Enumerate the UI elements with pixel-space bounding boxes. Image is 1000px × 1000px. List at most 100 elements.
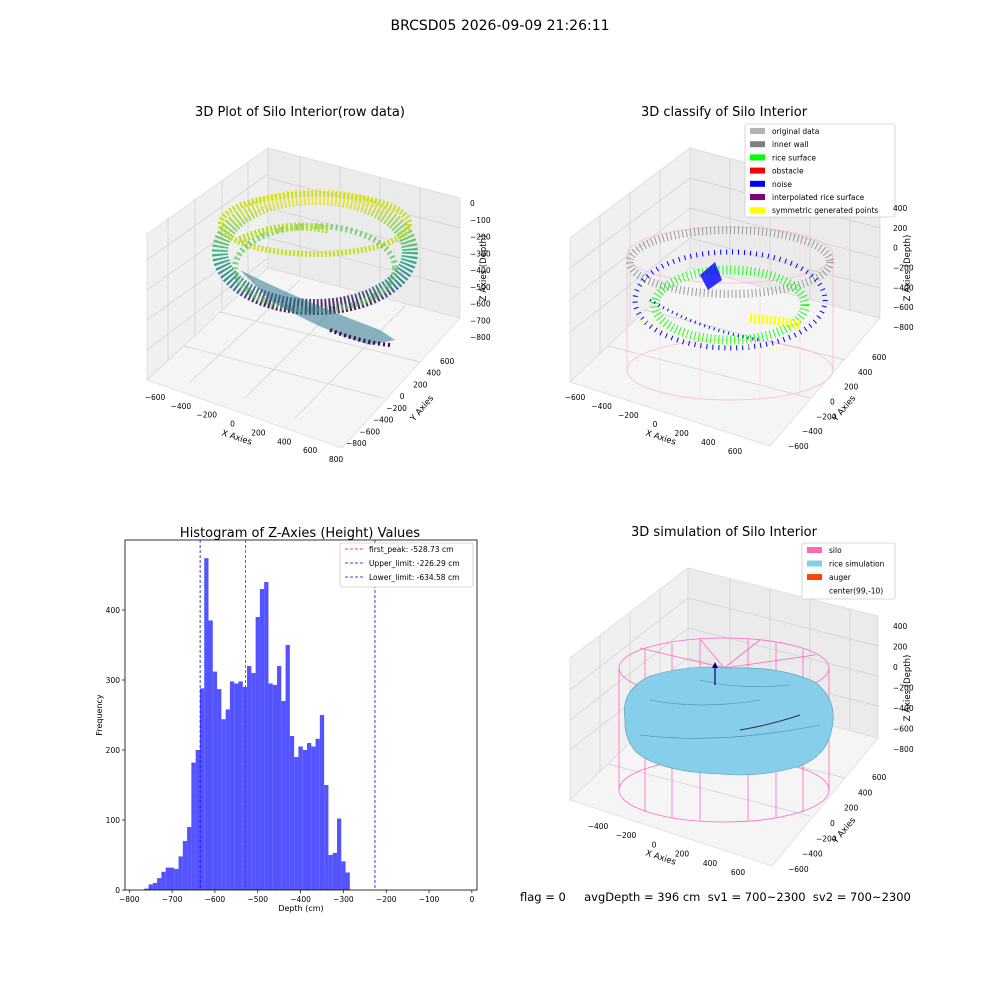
legend-swatch xyxy=(750,207,765,214)
z-tick-label: 0 xyxy=(470,199,475,208)
y-tick-label: −600 xyxy=(359,427,380,436)
z-tick-label: 400 xyxy=(893,622,908,631)
legend-label: first_peak: -528.73 cm xyxy=(369,545,453,554)
legend-label: Lower_limit: -634.58 cm xyxy=(369,573,459,582)
x-tick-label: −700 xyxy=(162,895,183,904)
raw-point-cloud xyxy=(212,189,418,347)
x-tick-label: −200 xyxy=(376,895,397,904)
simulation-3d-panel: 3D simulation of Silo Interior xyxy=(569,525,914,877)
histogram-bar xyxy=(217,689,222,890)
histogram-bar xyxy=(199,688,205,890)
legend-label: noise xyxy=(772,180,792,189)
x-tick-label: −200 xyxy=(616,831,637,840)
simulation-zlabel: Z Axies (Depth) xyxy=(903,655,913,722)
histogram-bar xyxy=(311,746,316,890)
legend-label: rice simulation xyxy=(829,560,885,569)
histogram-y-ticks: 0 100 200 300 400 xyxy=(106,606,125,895)
histogram-bar xyxy=(294,757,299,890)
simulation-panel-title: 3D simulation of Silo Interior xyxy=(631,525,818,540)
x-tick-label: 200 xyxy=(251,428,266,437)
legend-label: interpolated rice surface xyxy=(772,193,865,202)
legend-swatch xyxy=(750,154,765,161)
raw-xlabel: X Axies xyxy=(220,428,253,447)
y-tick-label: 100 xyxy=(106,816,121,825)
y-tick-label: 600 xyxy=(872,353,887,362)
y-tick-label: −400 xyxy=(802,850,823,859)
histogram-reference-lines xyxy=(199,540,376,890)
histogram-bar xyxy=(319,715,325,890)
classify-legend: original data inner wall rice surface obsta… xyxy=(744,123,896,218)
y-tick-label: −200 xyxy=(386,404,407,413)
z-tick-label: −400 xyxy=(470,266,491,275)
y-tick-label: 0 xyxy=(115,886,120,895)
z-tick-label: −600 xyxy=(893,725,914,734)
simulation-legend: silo rice simulation auger center(99,-10) xyxy=(801,542,896,600)
classify-zlabel: Z Axies (Depth) xyxy=(903,235,913,302)
legend-label: symmetric generated points xyxy=(772,206,878,215)
histogram-bar xyxy=(234,683,239,890)
x-tick-label: −300 xyxy=(333,895,354,904)
histogram-bar xyxy=(225,709,230,890)
histogram-bar xyxy=(242,687,248,890)
z-tick-label: −600 xyxy=(470,300,491,309)
histogram-bar xyxy=(336,818,342,890)
legend-swatch xyxy=(750,180,765,187)
x-tick-label: 0 xyxy=(652,840,657,849)
y-tick-label: −800 xyxy=(346,439,367,448)
legend-label: silo xyxy=(829,546,842,555)
z-tick-label: −600 xyxy=(893,303,914,312)
classify-point-cloud xyxy=(626,226,834,401)
histogram-bar xyxy=(212,671,218,890)
legend-swatch xyxy=(750,167,765,174)
histogram-bar xyxy=(281,701,286,890)
histogram-bar xyxy=(229,681,235,890)
x-tick-label: −500 xyxy=(247,895,268,904)
histogram-ylabel: Frequency xyxy=(95,694,104,736)
raw-ylabel: Y Axies xyxy=(408,393,436,424)
x-tick-label: 600 xyxy=(303,446,318,455)
rice-simulation-surface xyxy=(623,662,834,776)
y-tick-label: 0 xyxy=(830,819,835,828)
legend-label: center(99,-10) xyxy=(829,587,883,596)
y-tick-label: −600 xyxy=(788,865,809,874)
classify-x-ticks: −600 −400 −200 0 200 400 600 xyxy=(565,393,743,456)
histogram-bar xyxy=(332,852,337,890)
legend-label: rice surface xyxy=(772,153,816,162)
legend-label: inner wall xyxy=(772,140,809,149)
histogram-panel: Histogram of Z-Axies (Height) Values −80… xyxy=(95,526,478,913)
y-tick-label: 400 xyxy=(858,788,873,797)
x-tick-label: 200 xyxy=(675,429,690,438)
y-tick-label: 400 xyxy=(858,368,873,377)
z-tick-label: 200 xyxy=(893,224,908,233)
histogram-bar xyxy=(148,884,153,890)
classify-3d-panel: 3D classify of Silo Interior xyxy=(565,105,914,456)
histogram-bar xyxy=(182,841,188,890)
histogram-bar xyxy=(255,617,260,890)
histogram-plot-frame xyxy=(124,539,478,891)
z-tick-label: −700 xyxy=(470,316,491,325)
x-tick-label: −400 xyxy=(588,822,609,831)
x-tick-label: 200 xyxy=(675,850,690,859)
z-tick-label: 400 xyxy=(893,204,908,213)
x-tick-label: 600 xyxy=(728,447,743,456)
y-tick-label: 200 xyxy=(844,804,859,813)
z-tick-label: −800 xyxy=(470,333,491,342)
legend-label: auger xyxy=(829,573,852,582)
y-tick-label: 400 xyxy=(106,606,121,615)
y-tick-label: −600 xyxy=(788,442,809,451)
raw-3d-axes-box xyxy=(146,147,461,449)
histogram-bar xyxy=(251,673,256,890)
x-tick-label: −800 xyxy=(119,895,140,904)
histogram-bar xyxy=(195,750,200,890)
x-tick-label: −200 xyxy=(196,411,217,420)
z-tick-label: 0 xyxy=(893,663,898,672)
histogram-bar xyxy=(315,738,320,890)
simulation-y-ticks: 600 400 200 0 −200 −400 −600 xyxy=(788,773,887,874)
histogram-bar xyxy=(152,883,158,890)
x-tick-label: −400 xyxy=(591,402,612,411)
raw-3d-panel: 3D Plot of Silo Interior(row data) Z xyxy=(145,105,491,464)
legend-swatch xyxy=(750,141,765,148)
x-tick-label: 0 xyxy=(230,420,235,429)
z-tick-label: −100 xyxy=(470,216,491,225)
